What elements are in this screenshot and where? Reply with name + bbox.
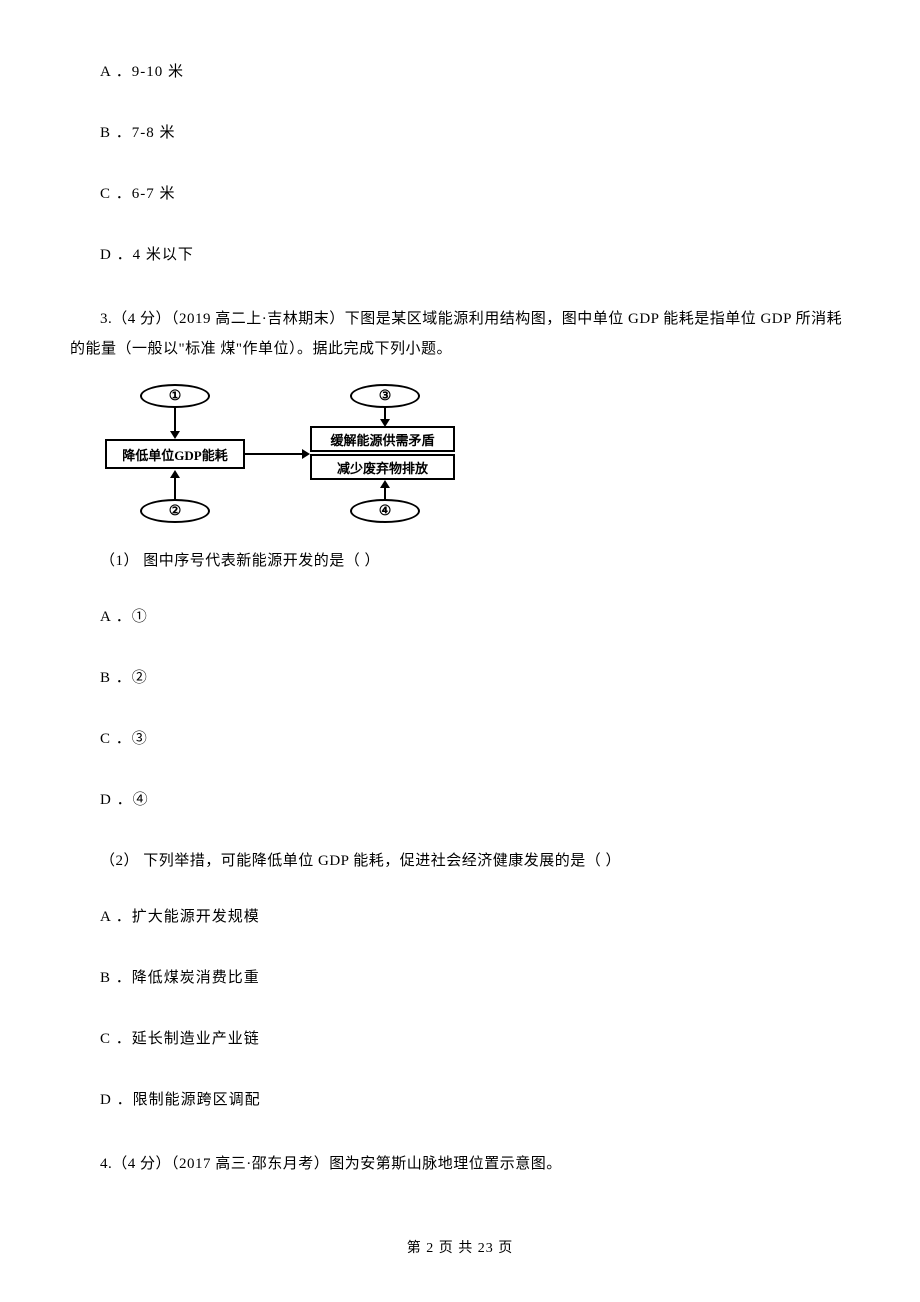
q2-option-c: C ．6-7 米 [70, 182, 850, 203]
q2-option-a: A ．9-10 米 [70, 60, 850, 81]
oval-4: ④ [350, 499, 420, 523]
arrow-head-4 [380, 480, 390, 488]
q2-option-b: B ．7-8 米 [70, 121, 850, 142]
arrow-line-2 [174, 477, 176, 499]
q3-sub2-prompt: （2） 下列举措，可能降低单位 GDP 能耗，促进社会经济健康发展的是（ ） [70, 849, 850, 870]
q2-option-d: D ．4 米以下 [70, 243, 850, 264]
arrow-head-3 [380, 419, 390, 427]
arrow-line-1 [174, 408, 176, 432]
box-left: 降低单位GDP能耗 [105, 439, 245, 469]
oval-3: ③ [350, 384, 420, 408]
q3-intro: 3.（4 分）（2019 高二上·吉林期末）下图是某区域能源利用结构图，图中单位… [70, 304, 850, 364]
page-footer: 第 2 页 共 23 页 [0, 1237, 920, 1257]
box-right-top: 缓解能源供需矛盾 [310, 426, 455, 452]
q3-sub1-d: D ．④ [70, 788, 850, 809]
arrow-head-1 [170, 431, 180, 439]
arrow-head-2 [170, 470, 180, 478]
oval-1: ① [140, 384, 210, 408]
q3-sub1-c: C ．③ [70, 727, 850, 748]
q3-sub2-d: D ．限制能源跨区调配 [70, 1088, 850, 1109]
q3-sub1-b: B ．② [70, 666, 850, 687]
arrow-line-4 [384, 487, 386, 499]
q3-sub1-a: A ．① [70, 605, 850, 626]
q4-intro: 4.（4 分）（2017 高三·邵东月考）图为安第斯山脉地理位置示意图。 [70, 1149, 850, 1179]
arrow-line-h [245, 453, 303, 455]
box-right-bottom: 减少废弃物排放 [310, 454, 455, 480]
oval-2: ② [140, 499, 210, 523]
q3-sub2-b: B ．降低煤炭消费比重 [70, 966, 850, 987]
q3-sub2-a: A ．扩大能源开发规模 [70, 905, 850, 926]
energy-diagram: ① ③ 降低单位GDP能耗 缓解能源供需矛盾 减少废弃物排放 ② ④ [85, 384, 445, 524]
q3-sub1-prompt: （1） 图中序号代表新能源开发的是（ ） [70, 549, 850, 570]
arrow-head-h [302, 449, 310, 459]
q3-sub2-c: C ．延长制造业产业链 [70, 1027, 850, 1048]
